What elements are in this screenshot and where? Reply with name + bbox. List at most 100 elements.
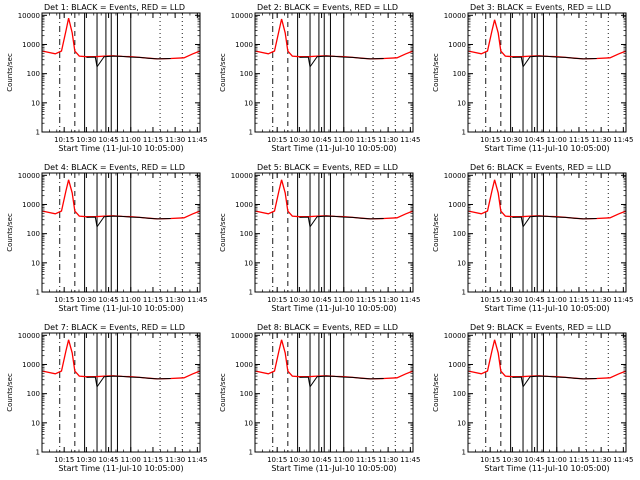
series-group bbox=[255, 18, 413, 69]
y-axis-label: Counts/sec bbox=[6, 213, 14, 252]
panel-title: Det 5: BLACK = Events, RED = LLD bbox=[257, 163, 398, 172]
y-tick-label: 10 bbox=[457, 419, 466, 427]
x-tick-label: 11:00 bbox=[547, 136, 567, 144]
y-tick-label: 1 bbox=[249, 449, 253, 457]
marker-lines bbox=[59, 173, 183, 292]
y-tick-label: 10000 bbox=[231, 12, 253, 20]
x-axis-label: Start Time (11-Jul-10 10:05:00) bbox=[484, 144, 609, 153]
events-series-line bbox=[86, 55, 171, 69]
y-tick-label: 10000 bbox=[444, 172, 466, 180]
x-tick-label: 10:45 bbox=[98, 296, 118, 304]
x-tick-label: 11:15 bbox=[143, 296, 163, 304]
x-tick-label: 10:15 bbox=[54, 456, 74, 464]
y-tick-label: 1000 bbox=[22, 201, 40, 209]
y-axis-label: Counts/sec bbox=[432, 213, 440, 252]
plot-frame bbox=[467, 172, 627, 293]
events-series-line bbox=[86, 215, 171, 229]
panel-1: Det 1: BLACK = Events, RED = LLD 1 10 100 10… bbox=[6, 3, 207, 153]
y-axis-label: Counts/sec bbox=[432, 53, 440, 92]
y-tick-label: 1 bbox=[36, 289, 40, 297]
y-tick-label: 10000 bbox=[444, 332, 466, 340]
y-tick-label: 10000 bbox=[231, 332, 253, 340]
marker-lines bbox=[272, 173, 396, 292]
x-tick-label: 11:00 bbox=[121, 296, 141, 304]
events-series-line bbox=[512, 375, 597, 389]
plot-frame bbox=[254, 332, 414, 453]
y-tick-label: 1 bbox=[36, 449, 40, 457]
y-tick-label: 100 bbox=[240, 390, 253, 398]
y-tick-label: 1000 bbox=[448, 361, 466, 369]
x-tick-label: 10:15 bbox=[267, 296, 287, 304]
x-tick-label: 10:30 bbox=[289, 296, 309, 304]
y-tick-label: 10000 bbox=[18, 332, 40, 340]
y-tick-label: 1000 bbox=[22, 41, 40, 49]
panel-grid: Det 1: BLACK = Events, RED = LLD 1 10 100 10… bbox=[6, 3, 633, 473]
plot-frame bbox=[467, 12, 627, 133]
plot-frame bbox=[467, 332, 627, 453]
x-tick-label: 11:00 bbox=[547, 296, 567, 304]
x-tick-label: 11:45 bbox=[613, 456, 633, 464]
y-tick-label: 100 bbox=[240, 70, 253, 78]
panel-3: Det 3: BLACK = Events, RED = LLD 1 10 100 10… bbox=[432, 3, 633, 153]
x-tick-label: 10:15 bbox=[480, 136, 500, 144]
x-tick-label: 10:15 bbox=[480, 296, 500, 304]
series-group bbox=[42, 339, 200, 389]
x-tick-label: 10:30 bbox=[76, 136, 96, 144]
x-tick-label: 11:00 bbox=[334, 296, 354, 304]
y-tick-label: 10000 bbox=[18, 172, 40, 180]
x-tick-label: 11:45 bbox=[187, 136, 207, 144]
y-tick-label: 10 bbox=[31, 99, 40, 107]
y-tick-label: 1 bbox=[462, 289, 466, 297]
marker-lines bbox=[272, 13, 396, 132]
x-tick-label: 11:00 bbox=[121, 136, 141, 144]
y-axis-label: Counts/sec bbox=[219, 373, 227, 412]
y-tick-label: 100 bbox=[453, 230, 466, 238]
x-tick-label: 10:15 bbox=[54, 296, 74, 304]
x-tick-label: 10:45 bbox=[311, 136, 331, 144]
y-tick-label: 1000 bbox=[448, 41, 466, 49]
x-axis-label: Start Time (11-Jul-10 10:05:00) bbox=[58, 464, 183, 473]
y-tick-label: 100 bbox=[27, 390, 40, 398]
x-axis-label: Start Time (11-Jul-10 10:05:00) bbox=[271, 304, 396, 313]
x-tick-label: 11:00 bbox=[334, 136, 354, 144]
y-tick-label: 10000 bbox=[231, 172, 253, 180]
events-series-line bbox=[86, 375, 171, 389]
x-tick-label: 11:45 bbox=[400, 296, 420, 304]
events-series-line bbox=[512, 55, 597, 69]
y-tick-label: 100 bbox=[240, 230, 253, 238]
plot-frame bbox=[41, 12, 201, 133]
x-tick-label: 10:30 bbox=[502, 136, 522, 144]
x-tick-label: 10:45 bbox=[98, 456, 118, 464]
y-tick-label: 1 bbox=[462, 449, 466, 457]
x-tick-label: 11:30 bbox=[591, 456, 611, 464]
panel-title: Det 4: BLACK = Events, RED = LLD bbox=[44, 163, 185, 172]
y-tick-label: 1000 bbox=[22, 361, 40, 369]
series-group bbox=[255, 179, 413, 229]
x-tick-label: 10:30 bbox=[502, 296, 522, 304]
y-tick-label: 100 bbox=[27, 230, 40, 238]
x-tick-label: 10:30 bbox=[76, 296, 96, 304]
x-axis-label: Start Time (11-Jul-10 10:05:00) bbox=[58, 304, 183, 313]
marker-lines bbox=[59, 333, 183, 452]
y-tick-label: 100 bbox=[453, 70, 466, 78]
x-axis-label: Start Time (11-Jul-10 10:05:00) bbox=[58, 144, 183, 153]
marker-lines bbox=[485, 333, 609, 452]
y-tick-label: 1 bbox=[249, 129, 253, 137]
y-tick-label: 10 bbox=[31, 419, 40, 427]
x-tick-label: 11:30 bbox=[165, 136, 185, 144]
x-tick-label: 11:00 bbox=[334, 456, 354, 464]
panel-9: Det 9: BLACK = Events, RED = LLD 1 10 100 10… bbox=[432, 323, 633, 473]
x-axis-label: Start Time (11-Jul-10 10:05:00) bbox=[484, 464, 609, 473]
x-tick-label: 11:45 bbox=[613, 296, 633, 304]
series-group bbox=[255, 339, 413, 389]
y-axis-label: Counts/sec bbox=[219, 213, 227, 252]
x-tick-label: 10:45 bbox=[98, 136, 118, 144]
x-tick-label: 10:30 bbox=[76, 456, 96, 464]
x-tick-label: 11:45 bbox=[613, 136, 633, 144]
y-tick-label: 1000 bbox=[235, 201, 253, 209]
y-tick-label: 10 bbox=[457, 99, 466, 107]
x-tick-label: 11:30 bbox=[378, 136, 398, 144]
y-tick-label: 10000 bbox=[18, 12, 40, 20]
panel-4: Det 4: BLACK = Events, RED = LLD 1 10 100 10… bbox=[6, 163, 207, 313]
